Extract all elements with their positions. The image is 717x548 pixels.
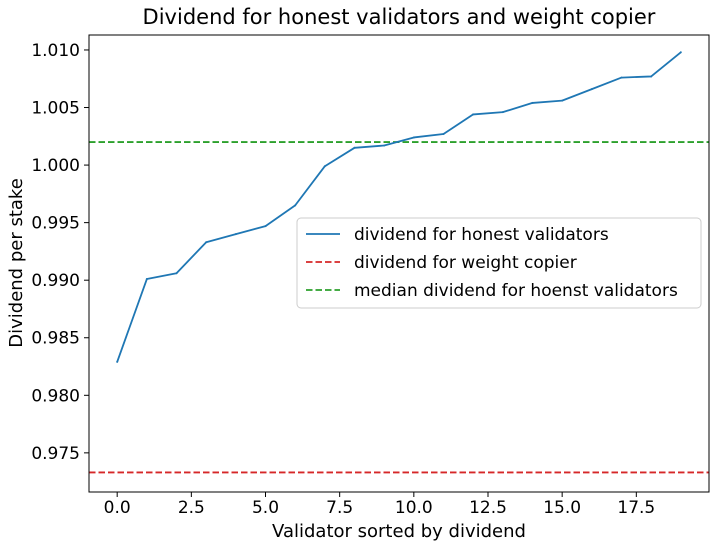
series-line-0 bbox=[116, 51, 682, 363]
data-point bbox=[264, 225, 267, 228]
data-point bbox=[442, 132, 445, 135]
data-point bbox=[353, 146, 356, 149]
plot-frame bbox=[88, 34, 710, 493]
x-tick-label: 15.0 bbox=[543, 498, 581, 518]
x-axis-label: Validator sorted by dividend bbox=[272, 521, 526, 542]
x-tick-label: 2.5 bbox=[178, 498, 205, 518]
y-tick-label: 0.980 bbox=[31, 386, 80, 406]
y-tick-label: 1.010 bbox=[31, 41, 80, 61]
data-point bbox=[116, 360, 119, 363]
data-point bbox=[472, 113, 475, 116]
y-axis-label: Dividend per stake bbox=[6, 178, 27, 348]
data-point bbox=[412, 136, 415, 139]
y-tick-label: 0.990 bbox=[31, 271, 80, 291]
y-tick-label: 0.995 bbox=[31, 214, 80, 234]
data-point bbox=[294, 204, 297, 207]
x-tick-label: 17.5 bbox=[617, 498, 655, 518]
y-tick-label: 1.000 bbox=[31, 156, 80, 176]
data-point bbox=[650, 75, 653, 78]
data-point bbox=[561, 99, 564, 102]
y-tick-label: 0.985 bbox=[31, 329, 80, 349]
y-tick-label: 1.005 bbox=[31, 99, 80, 119]
data-point bbox=[501, 111, 504, 114]
data-point bbox=[175, 272, 178, 275]
x-tick-label: 5.0 bbox=[252, 498, 279, 518]
data-point bbox=[145, 278, 148, 281]
x-tick-label: 12.5 bbox=[469, 498, 507, 518]
data-point bbox=[383, 144, 386, 147]
data-point bbox=[620, 76, 623, 79]
plot-area bbox=[89, 51, 709, 474]
x-axis: 0.0 2.5 5.0 7.5 10.0 12.5 15.0 17.5 bbox=[104, 492, 655, 518]
data-point bbox=[590, 88, 593, 91]
legend: dividend for honest validators dividend f… bbox=[296, 217, 702, 309]
x-tick-label: 10.0 bbox=[395, 498, 433, 518]
legend-label-2: median dividend for hoenst validators bbox=[354, 281, 678, 301]
y-tick-label: 0.975 bbox=[31, 444, 80, 464]
legend-box bbox=[296, 217, 702, 309]
legend-label-0: dividend for honest validators bbox=[354, 225, 609, 245]
data-point bbox=[531, 101, 534, 104]
data-point bbox=[679, 51, 682, 54]
data-point bbox=[234, 233, 237, 236]
data-point bbox=[205, 241, 208, 244]
chart-title: Dividend for honest validators and weigh… bbox=[143, 5, 656, 29]
y-axis: 0.975 0.980 0.985 0.990 0.995 1.000 1.005 1.010 bbox=[31, 41, 89, 464]
x-tick-label: 0.0 bbox=[104, 498, 131, 518]
legend-label-1: dividend for weight copier bbox=[354, 253, 577, 273]
data-point bbox=[323, 165, 326, 168]
x-tick-label: 7.5 bbox=[326, 498, 353, 518]
